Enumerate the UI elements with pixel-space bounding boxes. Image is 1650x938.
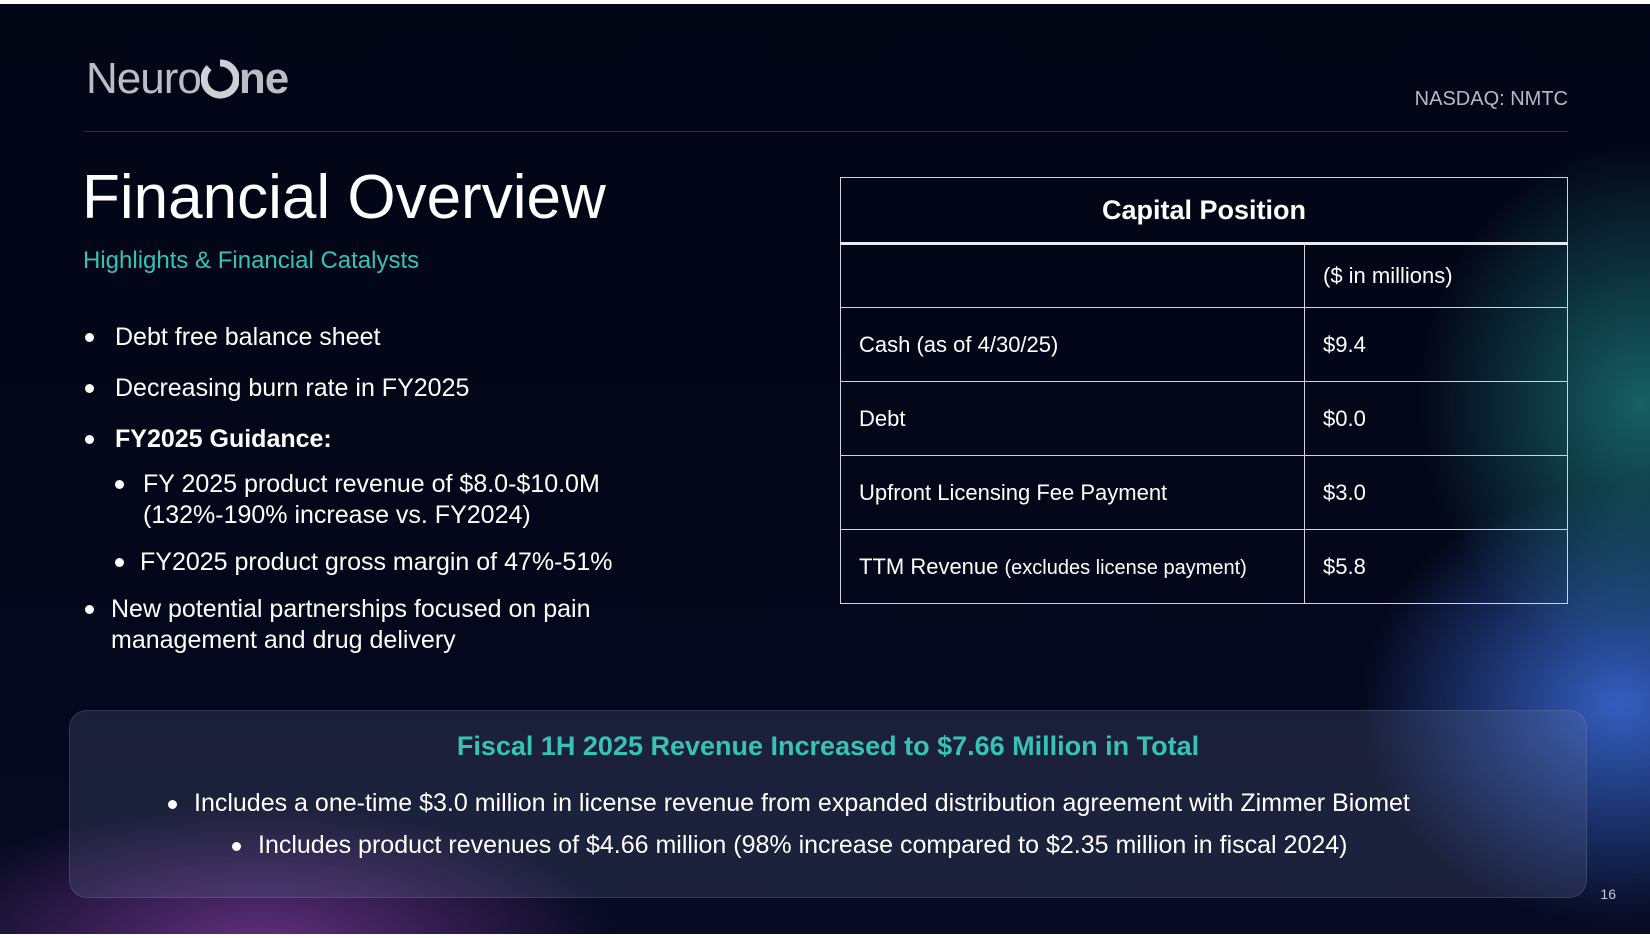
header-divider [83,131,1568,132]
table-cell-label-main: TTM Revenue [859,553,1005,579]
highlights-list: Debt free balance sheet Decreasing burn … [83,322,763,676]
list-item-text: (132%-190% increase vs. FY2024) [143,501,531,529]
page-subtitle: Highlights & Financial Catalysts [83,247,420,274]
capital-position-table: Capital Position ($ in millions) Cash (a… [840,177,1568,604]
bullet-icon [115,480,124,489]
table-row: Upfront Licensing Fee Payment $3.0 [840,455,1568,530]
logo-o-icon [200,59,239,99]
table-row: TTM Revenue (excludes license payment) $… [840,529,1568,604]
sub-list-item: FY 2025 product revenue of $8.0-$10.0M (… [113,469,763,531]
table-row: Debt $0.0 [840,381,1568,456]
table-cell-value: $5.8 [1304,529,1568,604]
table-cell-value: $0.0 [1304,381,1568,456]
list-item-text: Decreasing burn rate in FY2025 [115,374,470,402]
table-cell-value: $9.4 [1304,307,1568,382]
list-item: Debt free balance sheet [83,322,763,353]
table-title: Capital Position [840,177,1568,245]
list-item-text: FY2025 Guidance: [115,425,332,453]
logo-text-neuro: Neuro [86,54,202,103]
list-item-text: management and drug delivery [111,626,456,654]
bullet-icon [85,384,94,393]
list-item: FY2025 Guidance: [83,424,763,455]
list-item-text: Debt free balance sheet [115,323,381,351]
bullet-icon [115,558,124,567]
callout-item-text: Includes a one-time $3.0 million in lice… [194,789,1410,817]
table-cell-label-note: (excludes license payment) [1004,556,1247,579]
bullet-icon [85,333,94,342]
page-number: 16 [1600,886,1616,902]
sub-list-item: FY2025 product gross margin of 47%-51% [113,547,763,578]
bullet-icon [85,435,94,444]
table-header-row: ($ in millions) [840,243,1568,308]
ticker-label: NASDAQ: NMTC [1414,88,1568,110]
callout-list-item: Includes a one-time $3.0 million in lice… [168,789,1410,818]
table-cell-label: Upfront Licensing Fee Payment [840,455,1305,530]
list-item-text: FY2025 product gross margin of 47%-51% [140,548,613,576]
table-header-unit: ($ in millions) [1304,243,1568,308]
bullet-icon [232,842,241,851]
list-item: Decreasing burn rate in FY2025 [83,373,763,404]
table-cell-label: Debt [840,381,1305,456]
list-item: New potential partnerships focused on pa… [83,594,763,656]
table-cell-value: $3.0 [1304,455,1568,530]
logo-text-ne: ne [238,54,289,103]
table-cell-label: Cash (as of 4/30/25) [840,307,1305,382]
list-item-text: New potential partnerships focused on pa… [111,595,591,623]
slide: Neuro ne NASDAQ: NMTC Financial Overview… [0,4,1650,934]
revenue-callout: Fiscal 1H 2025 Revenue Increased to $7.6… [69,710,1587,898]
list-item-text: FY 2025 product revenue of $8.0-$10.0M [143,470,600,498]
table-header-blank [840,243,1305,308]
bullet-icon [85,605,94,614]
callout-list-item: Includes product revenues of $4.66 milli… [232,831,1348,860]
bullet-icon [168,800,177,809]
company-logo: Neuro ne [86,54,289,104]
page-title: Financial Overview [82,163,606,232]
table-cell-label: TTM Revenue (excludes license payment) [840,529,1305,604]
callout-title: Fiscal 1H 2025 Revenue Increased to $7.6… [456,731,1200,761]
table-row: Cash (as of 4/30/25) $9.4 [840,307,1568,382]
callout-item-text: Includes product revenues of $4.66 milli… [258,831,1348,859]
